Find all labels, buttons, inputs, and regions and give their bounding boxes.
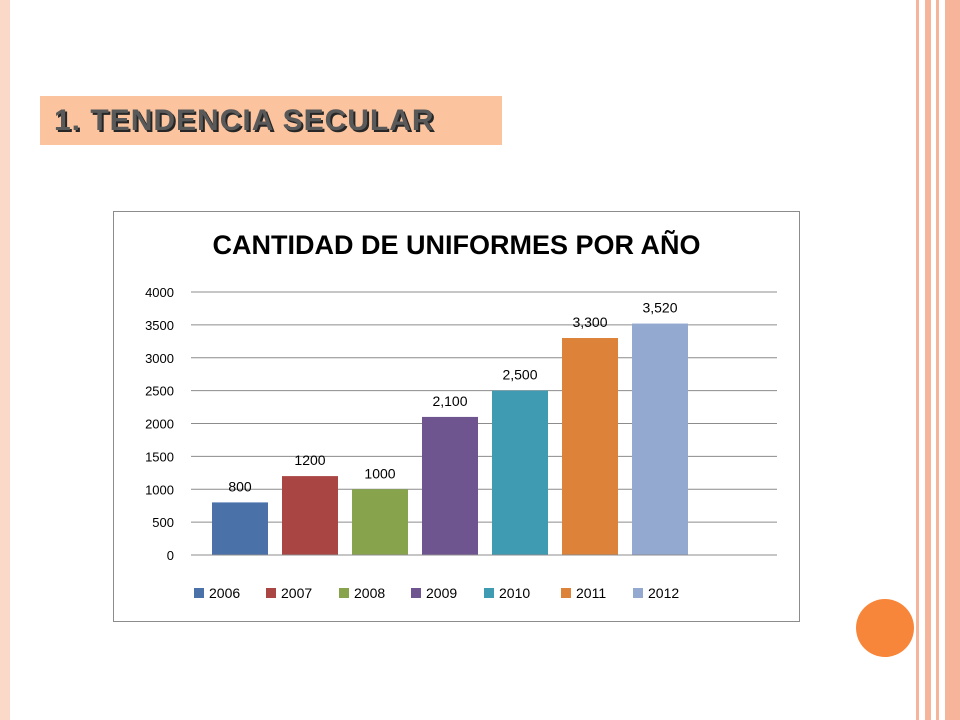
bar-2012 — [632, 323, 688, 555]
legend-swatch-2011 — [561, 588, 571, 598]
legend-swatch-2012 — [633, 588, 643, 598]
legend-label-2012: 2012 — [648, 585, 679, 601]
data-label-2008: 1000 — [364, 465, 395, 481]
y-tick-label: 2500 — [145, 384, 174, 399]
bar-2010 — [492, 390, 548, 555]
bar-2006 — [212, 502, 268, 555]
y-tick-label: 3000 — [145, 351, 174, 366]
y-tick-label: 500 — [152, 515, 174, 530]
legend-swatch-2009 — [411, 588, 421, 598]
bar-2008 — [352, 489, 408, 555]
left-border-decoration — [0, 0, 10, 720]
bar-2007 — [282, 476, 338, 555]
right-stripes-decoration — [916, 0, 960, 720]
bar-2009 — [422, 416, 478, 555]
y-tick-label: 2000 — [145, 417, 174, 432]
legend-swatch-2010 — [484, 588, 494, 598]
legend-label-2010: 2010 — [499, 585, 530, 601]
orange-circle-decoration — [856, 599, 914, 657]
y-tick-label: 1000 — [145, 482, 174, 497]
bar-2011 — [562, 338, 618, 555]
slide-heading: 1. TENDENCIA SECULAR — [54, 104, 435, 137]
legend-label-2009: 2009 — [426, 585, 457, 601]
data-label-2007: 1200 — [294, 452, 325, 468]
y-tick-label: 3500 — [145, 318, 174, 333]
data-label-2010: 2,500 — [502, 367, 537, 383]
legend-label-2011: 2011 — [576, 585, 606, 601]
y-tick-label: 0 — [167, 548, 174, 563]
legend-label-2007: 2007 — [281, 585, 312, 601]
y-tick-label: 4000 — [145, 285, 174, 300]
bar-chart: 0 500 1000 1500 2000 2500 3000 3500 4000 800 1200 1… — [145, 285, 777, 601]
chart-title: CANTIDAD DE UNIFORMES POR AÑO — [212, 230, 701, 260]
legend-label-2006: 2006 — [209, 585, 240, 601]
legend-swatch-2007 — [266, 588, 276, 598]
legend-swatch-2006 — [194, 588, 204, 598]
legend-label-2008: 2008 — [354, 585, 385, 601]
data-label-2012: 3,520 — [642, 300, 677, 316]
data-label-2011: 3,300 — [572, 314, 607, 330]
y-tick-label: 1500 — [145, 449, 174, 464]
data-label-2006: 800 — [228, 478, 252, 494]
legend-swatch-2008 — [339, 588, 349, 598]
data-label-2009: 2,100 — [432, 393, 467, 409]
slide-heading-bar: 1. TENDENCIA SECULAR — [40, 96, 502, 145]
chart-container: CANTIDAD DE UNIFORMES POR AÑO 0 500 1000 15… — [113, 211, 800, 622]
